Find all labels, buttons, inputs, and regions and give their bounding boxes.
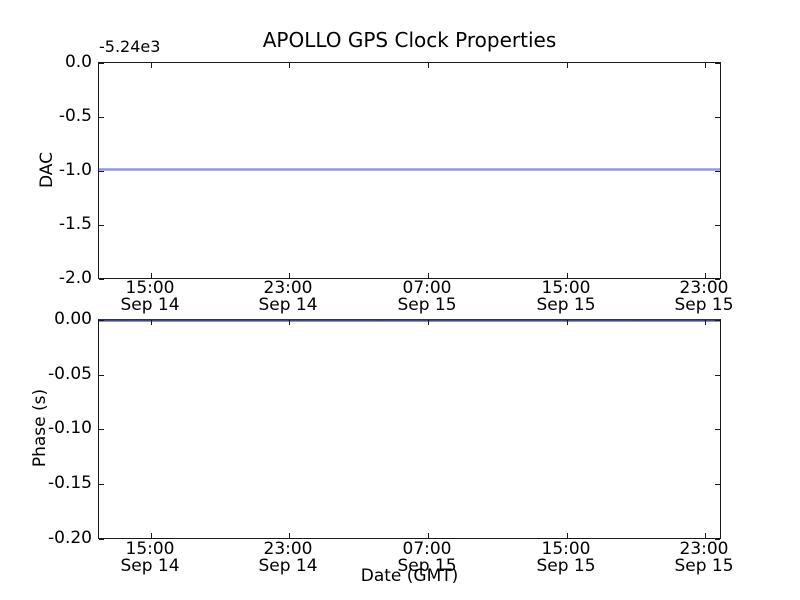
tick-mark [99,539,104,540]
tick-date: Sep 15 [674,295,734,315]
tick-mark [567,273,568,278]
y-tick-label: -1.0 [58,160,92,180]
x-tick-label: 23:00 Sep 14 [248,280,328,314]
top-axes [98,62,721,280]
tick-time: 23:00 [263,539,313,559]
tick-mark [715,171,720,172]
tick-mark [715,484,720,485]
tick-mark [151,273,152,278]
tick-date: Sep 15 [536,556,596,576]
tick-mark [715,279,720,280]
tick-mark [428,273,429,278]
x-tick-label: 15:00 Sep 14 [110,280,190,314]
x-axis-label: Date (GMT) [360,566,459,586]
tick-time: 15:00 [541,539,591,559]
tick-date: Sep 14 [258,295,318,315]
tick-mark [715,375,720,376]
tick-mark [715,225,720,226]
x-tick-label: 07:00 Sep 15 [387,280,467,314]
tick-mark [705,320,706,325]
tick-mark [705,63,706,68]
tick-mark [289,533,290,538]
tick-mark [99,279,104,280]
y-tick-label: -0.5 [58,106,92,126]
tick-time: 23:00 [263,278,313,298]
chart-title: APOLLO GPS Clock Properties [262,28,557,52]
tick-date: Sep 14 [258,556,318,576]
x-tick-label: 23:00 Sep 14 [248,541,328,575]
y-tick-label: -0.10 [48,418,92,438]
tick-mark [428,320,429,325]
tick-mark [151,63,152,68]
tick-mark [567,63,568,68]
y-tick-label: -0.15 [48,473,92,493]
tick-mark [428,533,429,538]
tick-mark [705,533,706,538]
tick-time: 15:00 [125,539,175,559]
y-tick-label: 0.00 [54,309,92,329]
tick-time: 15:00 [125,278,175,298]
tick-date: Sep 14 [120,295,180,315]
tick-mark [715,320,720,321]
tick-mark [715,63,720,64]
tick-mark [99,320,104,321]
tick-date: Sep 15 [536,295,596,315]
tick-time: 07:00 [402,539,452,559]
dac-line [99,168,720,171]
tick-mark [99,63,104,64]
tick-mark [428,63,429,68]
tick-date: Sep 15 [674,556,734,576]
y-tick-label: -0.05 [48,364,92,384]
y-tick-label: 0.0 [64,52,92,72]
tick-mark [289,63,290,68]
tick-time: 07:00 [402,278,452,298]
tick-time: 23:00 [679,278,729,298]
tick-mark [289,273,290,278]
x-tick-label: 15:00 Sep 14 [110,541,190,575]
tick-mark [715,539,720,540]
y-axis-offset-label: -5.24e3 [99,37,161,56]
tick-mark [289,320,290,325]
tick-time: 15:00 [541,278,591,298]
y-tick-label: -0.20 [48,528,92,548]
tick-date: Sep 15 [397,556,457,576]
y-tick-label: -1.5 [58,214,92,234]
tick-mark [567,533,568,538]
tick-mark [705,273,706,278]
tick-mark [99,484,104,485]
tick-mark [99,429,104,430]
tick-mark [151,533,152,538]
bottom-axes [98,319,721,540]
y-tick-label: -2.0 [58,268,92,288]
tick-date: Sep 15 [397,295,457,315]
phase-line [99,319,720,322]
x-tick-label: 15:00 Sep 15 [526,280,606,314]
tick-mark [567,320,568,325]
x-tick-label: 23:00 Sep 15 [664,541,744,575]
x-tick-label: 07:00 Sep 15 [387,541,467,575]
tick-mark [99,117,104,118]
x-tick-label: 15:00 Sep 15 [526,541,606,575]
tick-mark [99,375,104,376]
tick-mark [715,429,720,430]
tick-mark [99,225,104,226]
x-tick-label: 23:00 Sep 15 [664,280,744,314]
tick-mark [715,117,720,118]
tick-mark [151,320,152,325]
tick-time: 23:00 [679,539,729,559]
tick-mark [99,171,104,172]
tick-date: Sep 14 [120,556,180,576]
